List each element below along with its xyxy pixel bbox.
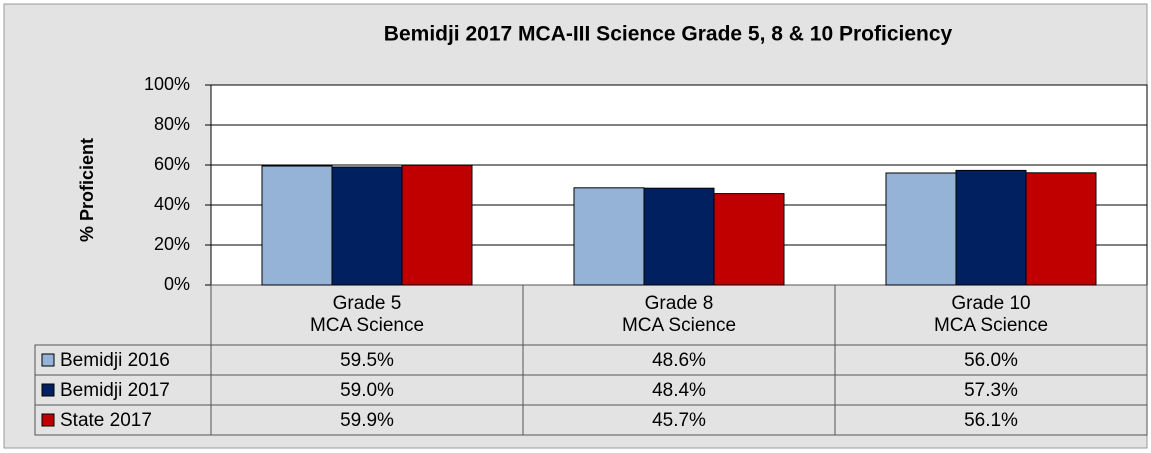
x-tick-label: Grade 10 MCA Science	[933, 293, 1049, 336]
data-label: 56.0%	[964, 350, 1018, 371]
chart-title: Bemidji 2017 MCA-III Science Grade 5, 8 …	[384, 23, 953, 46]
bar	[885, 172, 957, 286]
data-label: 59.9%	[340, 410, 394, 431]
data-label: 48.4%	[652, 380, 706, 401]
data-label: 59.0%	[340, 380, 394, 401]
legend-label: Bemidji 2017	[60, 380, 170, 401]
bar	[955, 169, 1027, 286]
bar	[401, 164, 473, 286]
data-label: 45.7%	[652, 410, 706, 431]
y-tick-label: 20%	[154, 234, 190, 254]
data-label: 56.1%	[964, 410, 1018, 431]
legend-label: Bemidji 2016	[60, 350, 170, 371]
x-tick-label: Grade 5 MCA Science	[309, 293, 425, 336]
bar	[643, 187, 715, 286]
data-label: 48.6%	[652, 350, 706, 371]
y-tick-label: 100%	[144, 74, 190, 94]
data-label: 57.3%	[964, 380, 1018, 401]
y-tick-label: 60%	[154, 154, 190, 174]
legend-key	[41, 413, 55, 427]
bar	[261, 165, 333, 286]
y-tick-label: 40%	[154, 194, 190, 214]
legend-key	[41, 383, 55, 397]
y-tick-label: 80%	[154, 114, 190, 134]
bar	[331, 166, 403, 286]
y-axis-label: % Proficient	[77, 138, 97, 242]
data-label: 59.5%	[340, 350, 394, 371]
legend-label: State 2017	[60, 410, 152, 431]
x-tick-label: Grade 8 MCA Science	[621, 293, 737, 336]
y-tick-label: 0%	[164, 274, 190, 294]
legend-key	[41, 353, 55, 367]
bar	[1025, 172, 1097, 286]
bar	[713, 193, 785, 286]
bar	[573, 187, 645, 286]
